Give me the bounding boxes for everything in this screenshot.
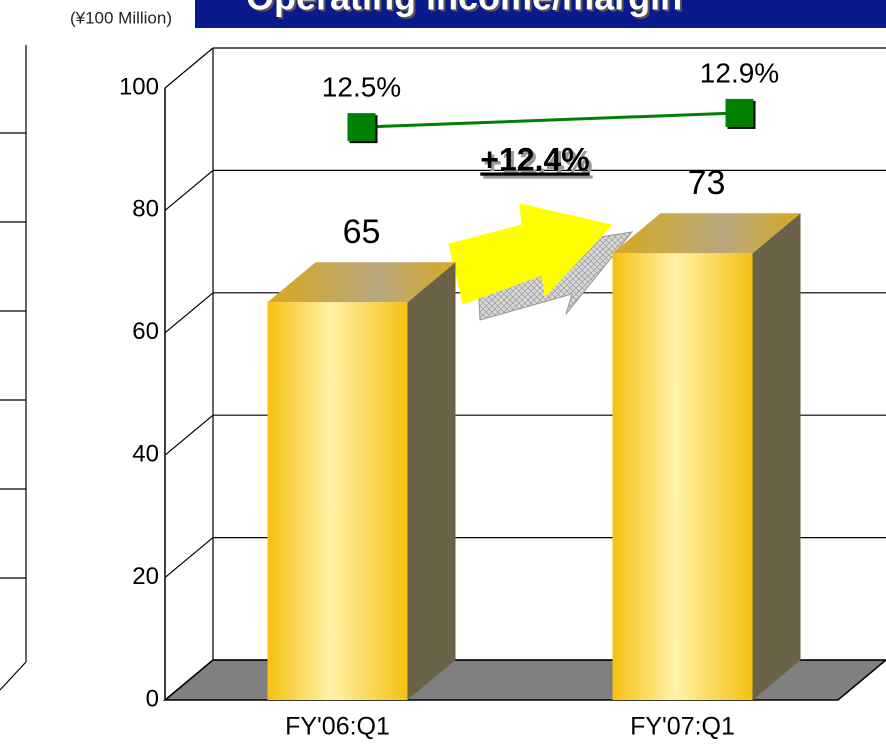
annotation: +12.4% bbox=[480, 141, 589, 177]
title-shadow: Operating income/margin bbox=[248, 0, 684, 20]
neighbor-chart bbox=[0, 45, 27, 691]
bar-front bbox=[612, 253, 753, 701]
grid-line bbox=[164, 169, 214, 211]
bar-side bbox=[407, 262, 456, 700]
bar-side bbox=[752, 213, 801, 701]
chart-title: Operating income/margin bbox=[246, 0, 682, 18]
arrow bbox=[448, 203, 613, 305]
bar-value-label: 73 bbox=[688, 164, 726, 202]
unit-label: (¥100 Million) bbox=[70, 8, 172, 27]
annotation-shadow: +12.4% bbox=[483, 144, 592, 180]
y-tick-label: 0 bbox=[146, 685, 159, 712]
margin-line bbox=[361, 111, 740, 129]
line-marker bbox=[725, 98, 754, 127]
y-tick-label: 40 bbox=[132, 441, 159, 468]
grid-line bbox=[164, 414, 214, 456]
x-tick-label: FY'06:Q1 bbox=[285, 713, 390, 741]
grid-line bbox=[164, 659, 214, 701]
line-marker bbox=[347, 113, 376, 142]
y-tick-label: 80 bbox=[132, 196, 159, 223]
bar-value-label: 65 bbox=[343, 213, 381, 251]
title-bar bbox=[195, 0, 886, 28]
grid-line bbox=[164, 292, 214, 334]
line-value-label: 12.5% bbox=[322, 72, 401, 103]
line-value-label: 12.9% bbox=[700, 57, 779, 88]
bar-front bbox=[267, 302, 408, 700]
bar bbox=[267, 262, 456, 700]
grid-line bbox=[164, 47, 214, 89]
bar-top bbox=[612, 213, 801, 254]
grid-line bbox=[164, 537, 214, 579]
bar-top bbox=[267, 262, 456, 303]
bar bbox=[612, 213, 801, 701]
y-tick-label: 100 bbox=[119, 73, 159, 100]
y-tick-label: 60 bbox=[132, 318, 159, 345]
y-tick-label: 20 bbox=[132, 563, 159, 590]
x-tick-label: FY'07:Q1 bbox=[630, 713, 735, 741]
